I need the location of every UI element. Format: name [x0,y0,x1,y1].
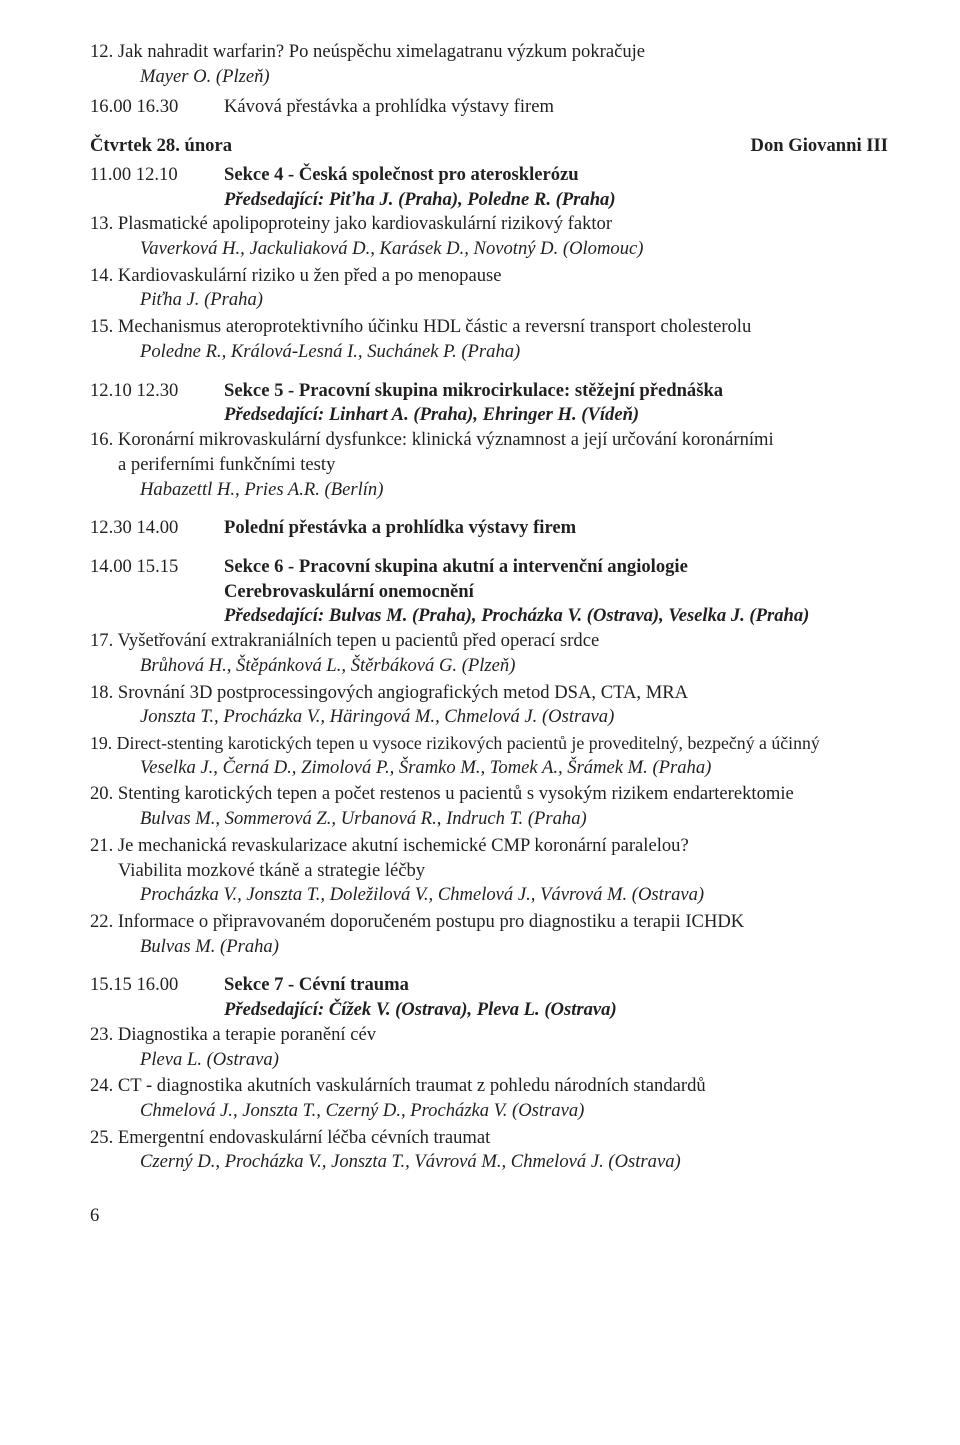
s6-time: 14.00 15.15 [90,555,224,629]
item-22-authors: Bulvas M. (Praha) [90,935,888,960]
s5-time: 12.10 12.30 [90,379,224,428]
item-21-authors: Procházka V., Jonszta T., Doležilová V.,… [90,883,888,908]
page-number: 6 [90,1205,888,1227]
item-25-title: 25. Emergentní endovaskulární léčba cévn… [90,1126,888,1151]
item-20-authors: Bulvas M., Sommerová Z., Urbanová R., In… [90,807,888,832]
s7-time: 15.15 16.00 [90,973,224,1022]
item-21-line2: Viabilita mozkové tkáně a strategie léčb… [90,859,888,884]
s5-chair: Předsedající: Linhart A. (Praha), Ehring… [224,404,639,425]
item-14-title: 14. Kardiovaskulární riziko u žen před a… [90,264,888,289]
item-14-authors: Piťha J. (Praha) [90,288,888,313]
s7-title: Sekce 7 - Cévní trauma [224,974,409,995]
item-23-title: 23. Diagnostika a terapie poranění cév [90,1023,888,1048]
item-22-title: 22. Informace o připravovaném doporučené… [90,910,888,935]
lunch-time: 12.30 14.00 [90,516,224,541]
item-19-title: 19. Direct-stenting karotických tepen u … [90,732,888,756]
s4-time: 11.00 12.10 [90,163,224,212]
item-15-authors: Poledne R., Králová-Lesná I., Suchánek P… [90,340,888,365]
break1-time: 16.00 16.30 [90,95,224,120]
s7-chair: Předsedající: Čížek V. (Ostrava), Pleva … [224,999,617,1020]
item-13-authors: Vaverková H., Jackuliaková D., Karásek D… [90,237,888,262]
item-23-authors: Pleva L. (Ostrava) [90,1048,888,1073]
item-16-line1: 16. Koronární mikrovaskulární dysfunkce:… [90,428,888,453]
item-18-authors: Jonszta T., Procházka V., Häringová M., … [90,705,888,730]
item-18-title: 18. Srovnání 3D postprocessingových angi… [90,681,888,706]
s6-sub: Cerebrovaskulární onemocnění [224,581,474,602]
s6-title: Sekce 6 - Pracovní skupina akutní a inte… [224,556,688,577]
item-17-title: 17. Vyšetřování extrakraniálních tepen u… [90,629,888,654]
break1-label: Kávová přestávka a prohlídka výstavy fir… [224,95,554,120]
item-12-authors: Mayer O. (Plzeň) [90,65,888,90]
s4-chair: Předsedající: Piťha J. (Praha), Poledne … [224,189,616,210]
item-15-title: 15. Mechanismus ateroprotektivního účink… [90,315,888,340]
item-16-line2: a periferními funkčními testy [90,453,888,478]
item-16-authors: Habazettl H., Pries A.R. (Berlín) [90,478,888,503]
s5-title: Sekce 5 - Pracovní skupina mikrocirkulac… [224,380,723,401]
item-19-authors: Veselka J., Černá D., Zimolová P., Šramk… [90,756,888,781]
item-13-title: 13. Plasmatické apolipoproteiny jako kar… [90,212,888,237]
item-17-authors: Brůhová H., Štěpánková L., Štěrbáková G.… [90,654,888,679]
item-25-authors: Czerný D., Procházka V., Jonszta T., Váv… [90,1150,888,1175]
day-header-right: Don Giovanni III [751,134,888,159]
item-12-title: 12. Jak nahradit warfarin? Po neúspěchu … [90,40,888,65]
day-header-left: Čtvrtek 28. února [90,134,232,159]
lunch-label: Polední přestávka a prohlídka výstavy fi… [224,516,576,541]
item-24-authors: Chmelová J., Jonszta T., Czerný D., Proc… [90,1099,888,1124]
item-20-title: 20. Stenting karotických tepen a počet r… [90,782,888,807]
s6-chair: Předsedající: Bulvas M. (Praha), Procház… [224,605,809,626]
s4-title: Sekce 4 - Česká společnost pro ateroskle… [224,164,579,185]
item-21-line1: 21. Je mechanická revaskularizace akutní… [90,834,888,859]
item-24-title: 24. CT - diagnostika akutních vaskulární… [90,1074,888,1099]
